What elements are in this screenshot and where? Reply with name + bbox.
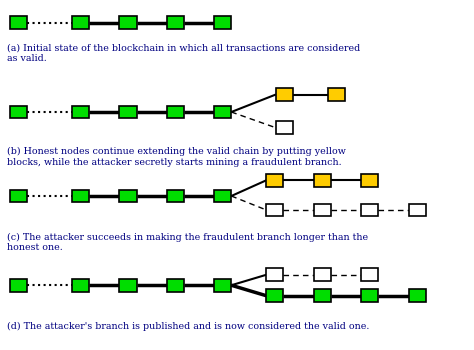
- Bar: [214, 279, 231, 292]
- Bar: [409, 204, 426, 216]
- Bar: [119, 190, 137, 202]
- Text: (d) The attacker's branch is published and is now considered the valid one.: (d) The attacker's branch is published a…: [7, 322, 370, 331]
- Text: (b) Honest nodes continue extending the valid chain by putting yellow
blocks, wh: (b) Honest nodes continue extending the …: [7, 147, 346, 167]
- Text: (a) Initial state of the blockchain in which all transactions are considered
as : (a) Initial state of the blockchain in w…: [7, 44, 360, 63]
- Bar: [276, 88, 293, 101]
- Bar: [119, 279, 137, 292]
- Bar: [361, 289, 378, 302]
- Bar: [10, 279, 27, 292]
- Bar: [266, 268, 283, 281]
- Bar: [10, 106, 27, 118]
- Bar: [214, 16, 231, 29]
- Bar: [276, 121, 293, 134]
- Bar: [214, 190, 231, 202]
- Bar: [314, 289, 331, 302]
- Bar: [72, 190, 89, 202]
- Bar: [361, 204, 378, 216]
- Bar: [119, 16, 137, 29]
- Bar: [409, 289, 426, 302]
- Bar: [72, 16, 89, 29]
- Bar: [119, 106, 137, 118]
- Bar: [72, 279, 89, 292]
- Bar: [328, 88, 345, 101]
- Bar: [10, 190, 27, 202]
- Bar: [72, 106, 89, 118]
- Bar: [10, 16, 27, 29]
- Bar: [361, 174, 378, 187]
- Text: (c) The attacker succeeds in making the fraudulent branch longer than the
honest: (c) The attacker succeeds in making the …: [7, 233, 368, 252]
- Bar: [167, 190, 184, 202]
- Bar: [214, 106, 231, 118]
- Bar: [167, 279, 184, 292]
- Bar: [266, 174, 283, 187]
- Bar: [266, 289, 283, 302]
- Bar: [314, 174, 331, 187]
- Bar: [266, 204, 283, 216]
- Bar: [167, 106, 184, 118]
- Bar: [167, 16, 184, 29]
- Bar: [361, 268, 378, 281]
- Bar: [314, 268, 331, 281]
- Bar: [314, 204, 331, 216]
